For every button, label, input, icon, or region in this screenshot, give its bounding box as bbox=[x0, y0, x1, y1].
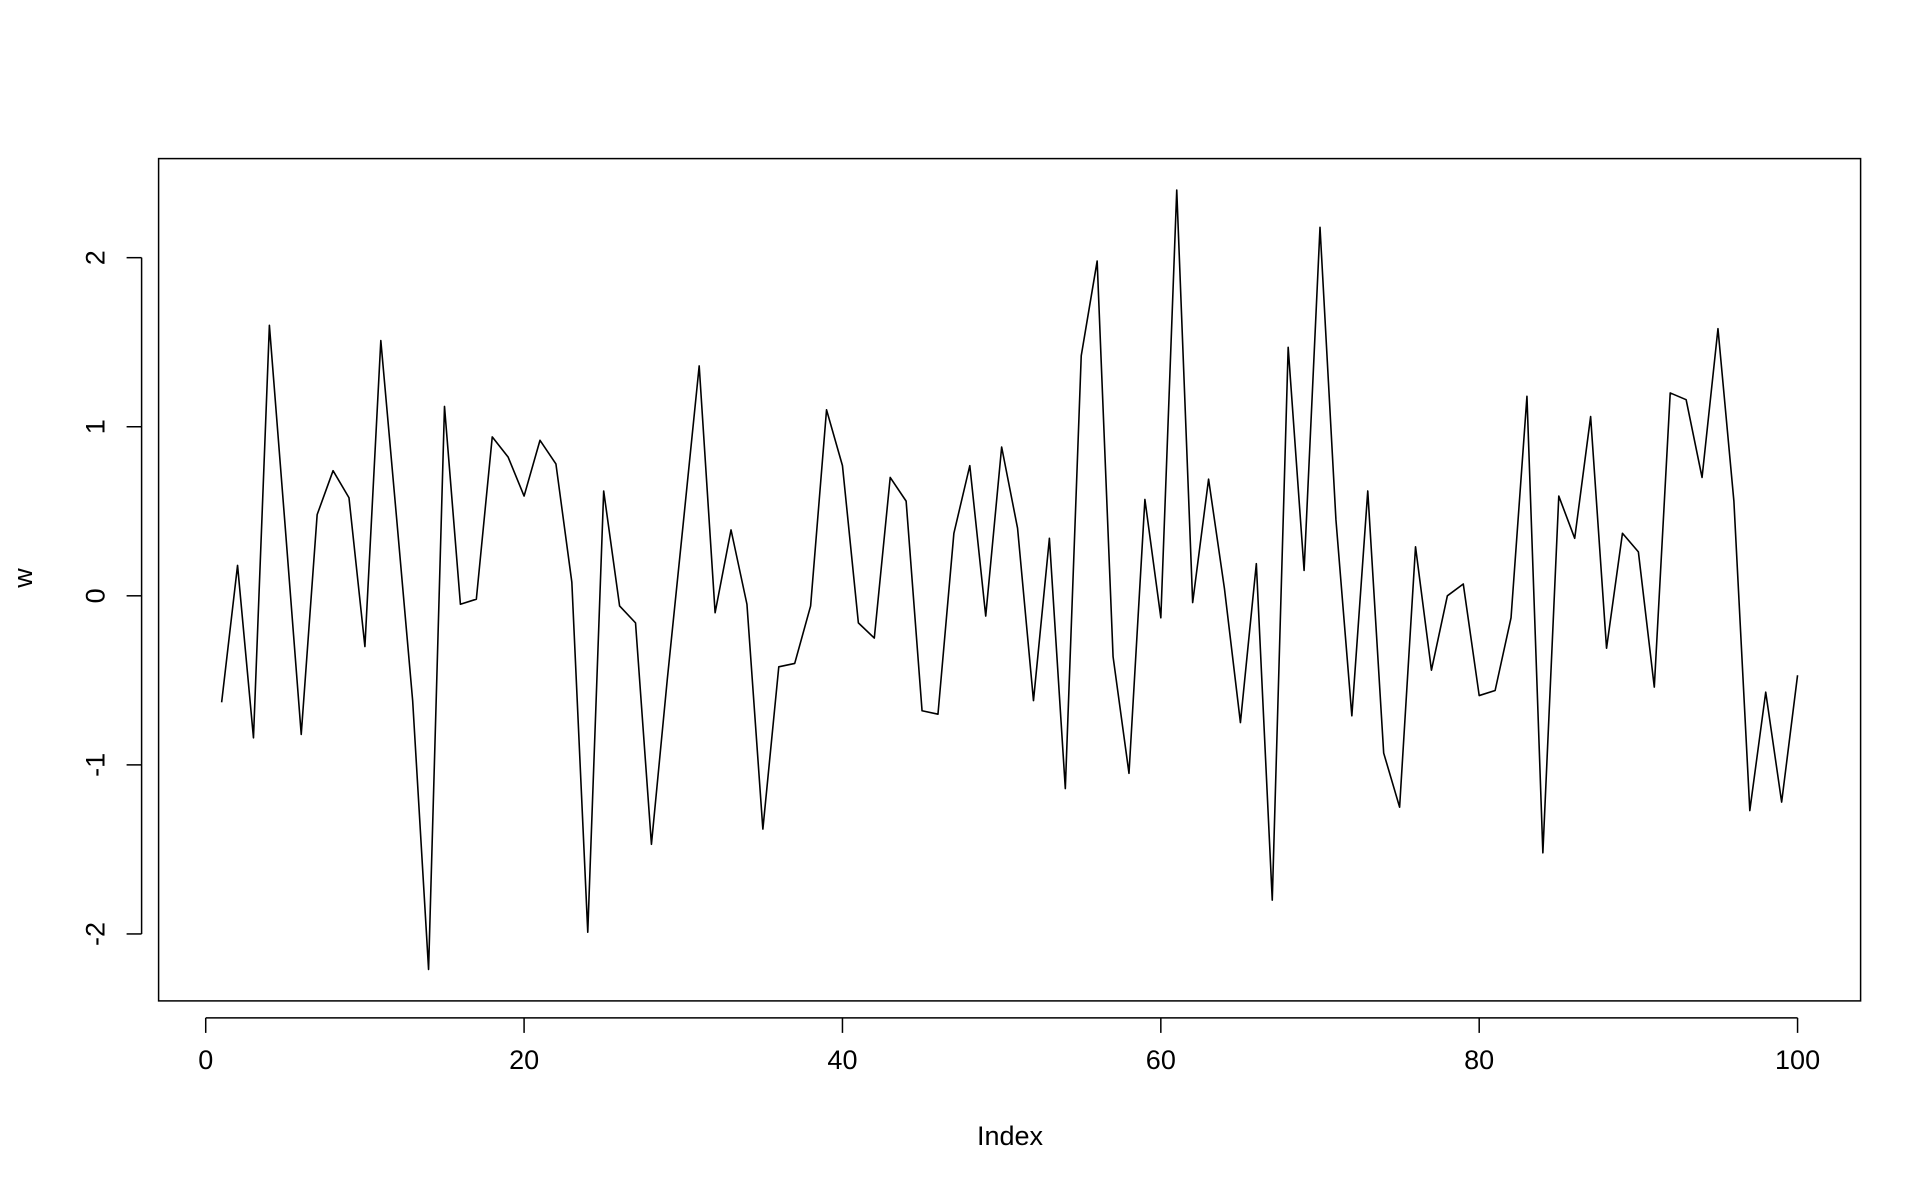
y-tick-label: 2 bbox=[81, 250, 111, 265]
y-tick-label: -2 bbox=[81, 922, 111, 946]
x-tick-label: 60 bbox=[1146, 1045, 1176, 1075]
x-tick-label: 80 bbox=[1464, 1045, 1494, 1075]
x-tick-label: 20 bbox=[509, 1045, 539, 1075]
y-tick-label: -1 bbox=[81, 753, 111, 777]
x-axis-label: Index bbox=[977, 1121, 1044, 1151]
y-axis-label: w bbox=[8, 568, 38, 589]
plot-frame bbox=[157, 157, 1862, 1002]
x-tick-label: 0 bbox=[198, 1045, 213, 1075]
x-tick-label: 40 bbox=[827, 1045, 857, 1075]
x-tick-label: 100 bbox=[1775, 1045, 1820, 1075]
y-tick-label: 1 bbox=[81, 419, 111, 434]
y-tick-label: 0 bbox=[81, 588, 111, 603]
data-line bbox=[220, 189, 1799, 971]
